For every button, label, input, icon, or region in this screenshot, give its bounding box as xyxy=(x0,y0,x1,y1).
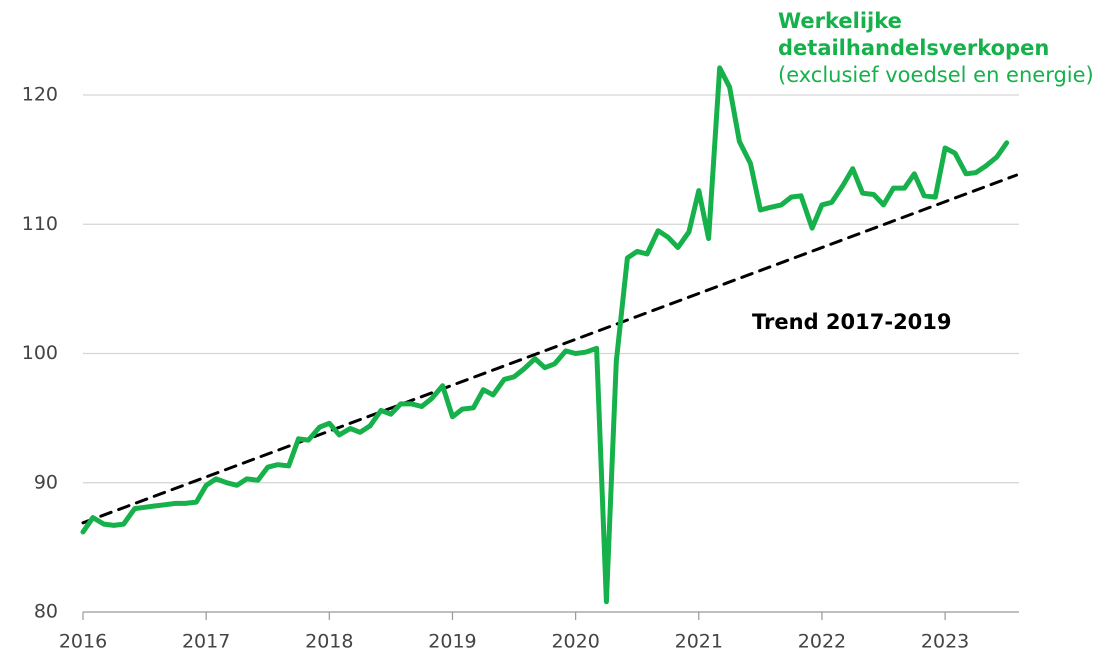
trend-label: Trend 2017-2019 xyxy=(752,310,952,334)
data-line xyxy=(80,65,1010,605)
x-tick-label: 2021 xyxy=(675,631,723,653)
x-tick-label: 2020 xyxy=(551,631,599,653)
y-tick-label: 100 xyxy=(22,342,58,364)
y-tick-label: 120 xyxy=(22,84,58,106)
series-name: Werkelijke detailhandelsverkopen xyxy=(778,9,1050,60)
y-tick-label: 80 xyxy=(34,601,58,623)
x-tick-label: 2018 xyxy=(305,631,353,653)
series-note: (exclusief voedsel en energie) xyxy=(778,63,1094,87)
x-tick-label: 2016 xyxy=(59,631,107,653)
x-tick-label: 2022 xyxy=(798,631,846,653)
x-tick-label: 2019 xyxy=(428,631,476,653)
trend-line xyxy=(81,173,1018,525)
x-tick-label: 2017 xyxy=(182,631,230,653)
x-tick-label: 2023 xyxy=(921,631,969,653)
y-tick-label: 90 xyxy=(34,471,58,493)
series-label: Werkelijke detailhandelsverkopen (exclus… xyxy=(778,8,1108,89)
y-tick-label: 110 xyxy=(22,213,58,235)
